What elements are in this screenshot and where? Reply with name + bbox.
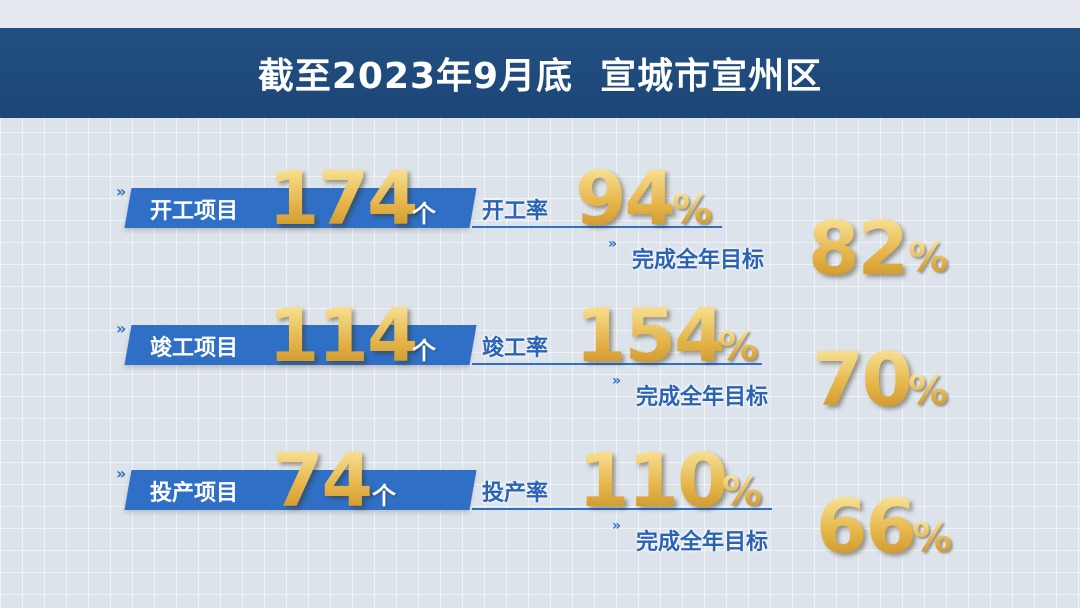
rate-label: 投产率	[482, 481, 549, 506]
row-label: 竣工项目	[150, 336, 239, 361]
chevron-icon: »	[116, 319, 127, 338]
target-label: 完成全年目标	[636, 530, 769, 555]
rate-underline	[472, 508, 772, 510]
count-unit: 个	[372, 482, 396, 510]
chevron-icon: »	[612, 373, 622, 389]
chevron-icon: »	[116, 464, 127, 483]
rate-label: 开工率	[482, 199, 549, 224]
chevron-icon: »	[116, 182, 127, 201]
target-value: 66	[816, 484, 917, 570]
chevron-icon: »	[612, 518, 622, 534]
count-value: 174	[268, 156, 418, 242]
row-label: 开工项目	[150, 199, 239, 224]
count-unit: 个	[412, 200, 436, 228]
rate-percent: %	[718, 324, 759, 370]
count-unit: 个	[412, 337, 436, 365]
rate-percent: %	[672, 187, 713, 233]
count-value: 74	[272, 438, 373, 524]
target-percent: %	[912, 515, 953, 561]
rate-value: 154	[575, 293, 725, 379]
rate-percent: %	[722, 469, 763, 515]
target-value: 82	[808, 206, 909, 292]
rate-underline	[472, 226, 722, 228]
title-bar: 截至2023年9月底 宣城市宣州区	[0, 28, 1080, 118]
target-label: 完成全年目标	[636, 385, 769, 410]
rate-value: 110	[578, 438, 728, 524]
rate-label: 竣工率	[482, 336, 549, 361]
top-band	[0, 0, 1080, 28]
chevron-icon: »	[608, 236, 618, 252]
count-value: 114	[268, 293, 418, 379]
target-label: 完成全年目标	[632, 248, 765, 273]
target-percent: %	[908, 235, 949, 281]
rate-value: 94	[575, 156, 676, 242]
rate-underline	[472, 363, 762, 365]
page-title: 截至2023年9月底 宣城市宣州区	[257, 56, 823, 97]
target-percent: %	[908, 368, 949, 414]
target-value: 70	[812, 337, 913, 423]
row-label: 投产项目	[150, 481, 239, 506]
